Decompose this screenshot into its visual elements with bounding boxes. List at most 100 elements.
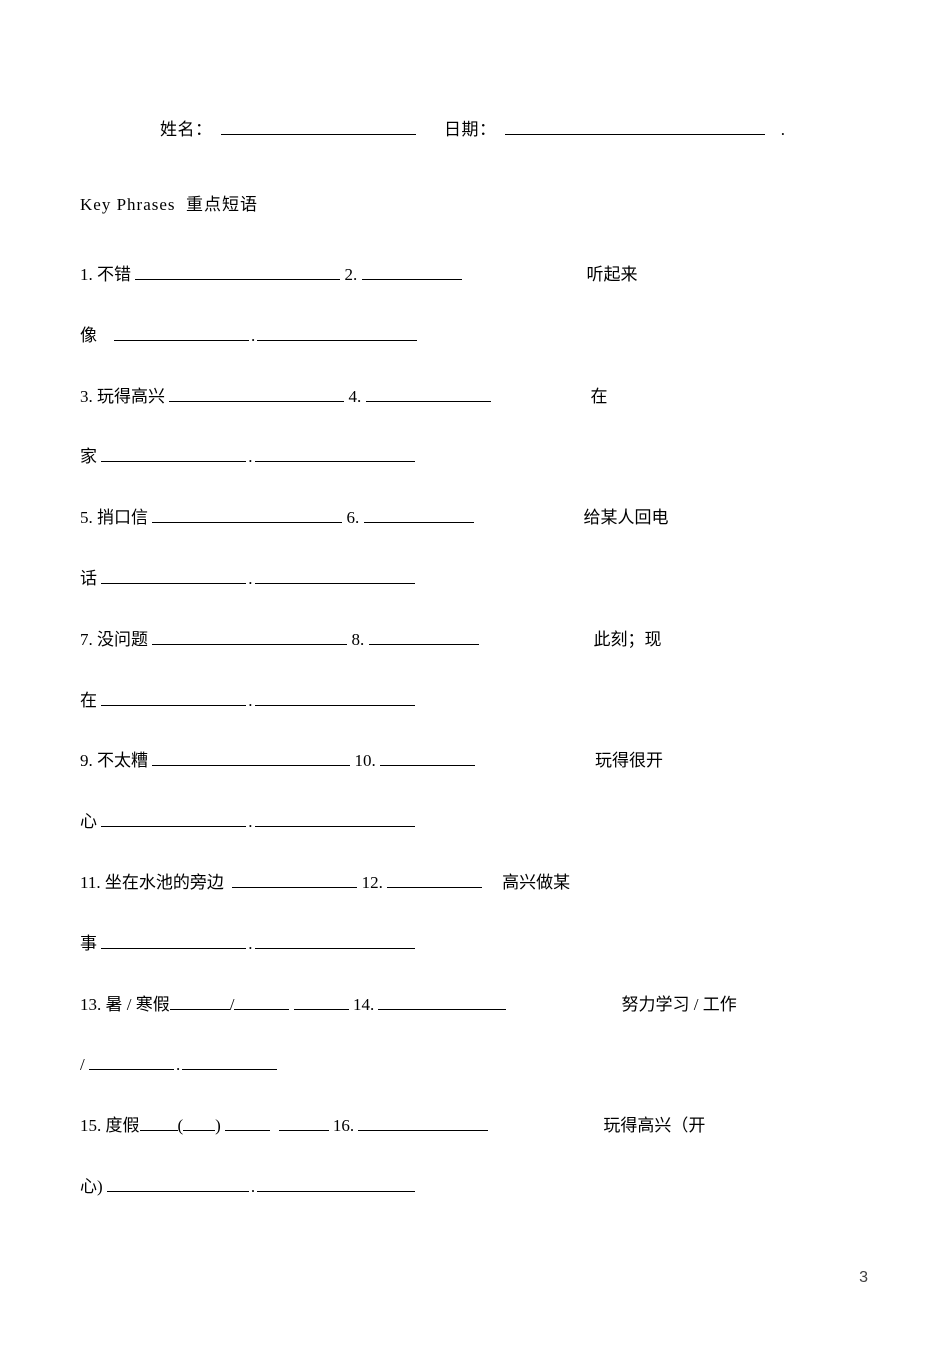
item-right: 努力学习 / 工作 (621, 995, 736, 1014)
item-num: 3. (80, 387, 93, 406)
blank (114, 324, 249, 341)
date-blank (505, 134, 765, 135)
item-num: 1. (80, 265, 93, 284)
blank (135, 263, 340, 280)
cont-row: 心 . (80, 810, 870, 834)
blank (182, 1053, 277, 1070)
blank (369, 628, 479, 645)
item-row: 7. 没问题 8. 此刻；现 (80, 628, 870, 652)
blank (169, 385, 344, 402)
item-left: 捎口信 (97, 508, 148, 527)
item-row: 3. 玩得高兴 4. 在 (80, 385, 870, 409)
blank (152, 749, 350, 766)
item-right: 高兴做某 (502, 873, 570, 892)
item-left: 不太糟 (97, 751, 148, 770)
blank (255, 810, 415, 827)
item-row: 5. 捎口信 6. 给某人回电 (80, 506, 870, 530)
cont-text: 在 (80, 691, 97, 710)
item-midnum: 4. (349, 387, 362, 406)
section-title: Key Phrases 重点短语 (80, 190, 870, 215)
item-left: 暑 / 寒假 (106, 995, 170, 1014)
cont-text: / (80, 1055, 85, 1074)
section-title-cn: 重点短语 (186, 195, 258, 214)
item-row: 11. 坐在水池的旁边 12. 高兴做某 (80, 871, 870, 895)
item-midnum: 12. (362, 873, 383, 892)
blank (107, 1175, 249, 1192)
worksheet-page: 姓名： 日期： . Key Phrases 重点短语 1. 不错 2. 听起来 … (0, 0, 950, 1345)
blank (101, 689, 246, 706)
blank (358, 1114, 488, 1131)
name-label: 姓名： (160, 120, 213, 139)
blank (232, 871, 357, 888)
blank (101, 567, 246, 584)
blank (89, 1053, 174, 1070)
cont-row: 事 . (80, 932, 870, 956)
item-row: 13. 暑 / 寒假/ 14. 努力学习 / 工作 (80, 993, 870, 1017)
section-title-en: Key Phrases (80, 195, 176, 214)
blank (378, 993, 506, 1010)
item-right: 玩得很开 (595, 751, 663, 770)
blank (255, 932, 415, 949)
blank (279, 1114, 329, 1131)
header-line: 姓名： 日期： . (80, 115, 870, 140)
blank (101, 810, 246, 827)
item-right: 在 (591, 387, 608, 406)
item-midnum: 16. (333, 1116, 354, 1135)
cont-text: 心) (80, 1177, 103, 1196)
blank (170, 993, 230, 1010)
header-period: . (781, 120, 786, 139)
item-right: 玩得高兴（开 (603, 1116, 705, 1135)
blank (362, 263, 462, 280)
blank (101, 932, 246, 949)
blank (152, 628, 347, 645)
cont-row: 话 . (80, 567, 870, 591)
blank (366, 385, 491, 402)
cont-row: 心) . (80, 1175, 870, 1199)
blank (380, 749, 475, 766)
item-midnum: 10. (355, 751, 376, 770)
blank (257, 324, 417, 341)
cont-row: 家 . (80, 445, 870, 469)
cont-text: 事 (80, 934, 97, 953)
cont-row: / . (80, 1053, 870, 1077)
item-row: 1. 不错 2. 听起来 (80, 263, 870, 287)
name-blank (221, 134, 416, 135)
blank (255, 689, 415, 706)
item-midnum: 6. (347, 508, 360, 527)
blank (255, 567, 415, 584)
blank (364, 506, 474, 523)
item-midnum: 8. (352, 630, 365, 649)
blank (101, 445, 246, 462)
item-right: 此刻；现 (594, 630, 662, 649)
blank (234, 993, 289, 1010)
item-row: 9. 不太糟 10. 玩得很开 (80, 749, 870, 773)
item-num: 13. (80, 995, 101, 1014)
item-num: 15. (80, 1116, 101, 1135)
item-left: 玩得高兴 (97, 387, 165, 406)
item-num: 7. (80, 630, 93, 649)
item-num: 11. (80, 873, 101, 892)
cont-text: 像 (80, 326, 97, 345)
cont-text: 话 (80, 569, 97, 588)
blank (152, 506, 342, 523)
cont-row: 在 . (80, 689, 870, 713)
item-row: 15. 度假() 16. 玩得高兴（开 (80, 1114, 870, 1138)
item-left: 没问题 (97, 630, 148, 649)
date-label: 日期： (444, 120, 497, 139)
blank (294, 993, 349, 1010)
item-right: 给某人回电 (584, 508, 669, 527)
cont-text: 家 (80, 447, 97, 466)
item-left: 度假 (106, 1116, 140, 1135)
blank (140, 1114, 178, 1131)
page-number: 3 (859, 1269, 868, 1287)
item-midnum: 14. (353, 995, 374, 1014)
cont-text: 心 (80, 812, 97, 831)
blank (255, 445, 415, 462)
blank (257, 1175, 415, 1192)
item-left: 坐在水池的旁边 (105, 873, 224, 892)
item-right: 听起来 (587, 265, 638, 284)
blank (225, 1114, 270, 1131)
blank (183, 1114, 215, 1131)
item-num: 5. (80, 508, 93, 527)
blank (387, 871, 482, 888)
